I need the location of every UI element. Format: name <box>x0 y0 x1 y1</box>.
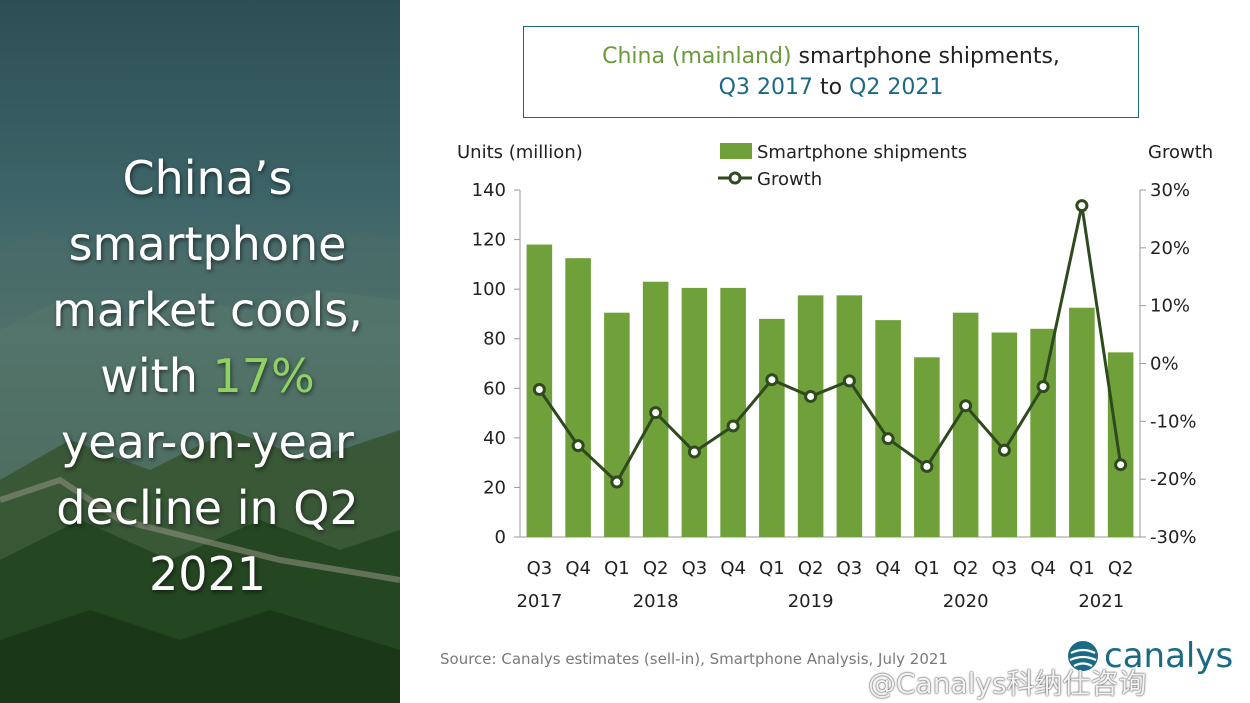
category-label: Q2 <box>953 558 979 579</box>
growth-point <box>804 389 818 403</box>
headline: China’s smartphone market cools, with 17… <box>20 145 395 607</box>
category-label: Q3 <box>837 558 863 579</box>
category-label: Q1 <box>604 558 630 579</box>
logo-text: canalys <box>1104 636 1234 676</box>
bar <box>797 295 824 537</box>
chart-title-end: Q2 2021 <box>849 75 944 100</box>
growth-point <box>959 399 973 413</box>
growth-point <box>997 443 1011 457</box>
headline-highlight: 17% <box>212 349 315 403</box>
headline-line: China’s <box>122 151 293 205</box>
left-axis-label: Units (million) <box>457 142 583 163</box>
headline-line: market cools, <box>52 283 363 337</box>
category-label: Q4 <box>875 558 901 579</box>
left-tick-label: 0 <box>495 527 506 548</box>
growth-point <box>881 432 895 446</box>
right-tick-label: 0% <box>1150 354 1179 375</box>
growth-point <box>1036 380 1050 394</box>
right-tick-label: -20% <box>1150 469 1197 490</box>
chart-title-line2: Q3 2017 to Q2 2021 <box>524 72 1138 103</box>
growth-point <box>610 475 624 489</box>
category-label: Q1 <box>1069 558 1095 579</box>
left-tick-label: 100 <box>472 279 506 300</box>
year-label: 2021 <box>1078 591 1124 612</box>
bar <box>914 357 940 537</box>
plot-area: 0 20 40 60 80 100 120 140 -30% -20% -10% 0% 10% 20% 30… <box>472 180 1197 612</box>
headline-line: 2021 <box>148 547 267 601</box>
chart-title-box: China (mainland) smartphone shipments, Q… <box>523 26 1139 118</box>
growth-point <box>571 439 585 453</box>
right-tick-label: 30% <box>1150 180 1190 201</box>
right-axis-label: Growth <box>1148 142 1213 163</box>
bar <box>1069 307 1095 537</box>
left-panel: China’s smartphone market cools, with 17… <box>0 0 400 703</box>
right-tick-label: -10% <box>1150 411 1197 432</box>
source-note: Source: Canalys estimates (sell-in), Sma… <box>440 650 948 668</box>
growth-point <box>726 419 740 433</box>
growth-line <box>538 205 1123 485</box>
growth-point <box>920 459 934 473</box>
growth-point <box>1114 458 1128 472</box>
growth-point <box>649 406 663 420</box>
bar <box>604 312 630 537</box>
category-label: Q2 <box>1108 558 1134 579</box>
year-label: 2017 <box>516 591 562 612</box>
globe-icon <box>1068 641 1098 671</box>
growth-point <box>842 374 856 388</box>
category-label: Q3 <box>682 558 708 579</box>
left-tick-label: 80 <box>483 329 506 350</box>
chart-title-start: Q3 2017 <box>718 75 813 100</box>
category-label: Q2 <box>643 558 669 579</box>
category-label: Q3 <box>527 558 553 579</box>
left-tick-label: 40 <box>483 428 506 449</box>
left-tick-label: 140 <box>472 180 506 201</box>
growth-point <box>1075 199 1089 213</box>
year-label: 2020 <box>943 591 989 612</box>
bar <box>875 320 901 537</box>
chart-title-line1: China (mainland) smartphone shipments, <box>524 41 1138 72</box>
right-tick-label: 20% <box>1150 238 1190 259</box>
combo-chart: Units (million) Growth Smartphone shipme… <box>457 142 1213 612</box>
legend-line-label: Growth <box>757 169 822 190</box>
year-label: 2018 <box>633 591 679 612</box>
headline-line: year-on-year <box>61 415 354 469</box>
headline-line: with 17% <box>20 343 395 409</box>
category-label: Q1 <box>914 558 940 579</box>
chart-title-region: China (mainland) <box>602 44 792 69</box>
growth-point <box>687 445 701 459</box>
watermark: @Canalys科纳仕咨询 <box>868 667 1147 700</box>
bar <box>681 287 708 537</box>
category-label: Q4 <box>565 558 591 579</box>
headline-line: decline in Q2 <box>56 481 359 535</box>
bar <box>759 318 785 537</box>
great-wall-background <box>0 228 400 703</box>
bar <box>952 312 979 537</box>
category-label: Q1 <box>759 558 785 579</box>
left-tick-label: 20 <box>483 477 506 498</box>
bar <box>836 295 863 537</box>
year-label: 2019 <box>788 591 834 612</box>
bar <box>565 258 591 537</box>
category-label: Q2 <box>798 558 824 579</box>
chart-title-text: smartphone shipments, <box>791 44 1060 69</box>
right-tick-label: 10% <box>1150 296 1190 317</box>
category-label: Q4 <box>720 558 746 579</box>
headline-line: smartphone <box>68 217 347 271</box>
legend-bar-swatch <box>720 143 752 159</box>
legend-line-marker <box>728 171 742 185</box>
bar <box>1030 328 1056 537</box>
headline-text: with <box>100 349 213 403</box>
category-label: Q4 <box>1030 558 1056 579</box>
bar <box>1107 352 1134 537</box>
chart-title-to: to <box>812 75 850 100</box>
canalys-logo: canalys <box>1066 634 1233 678</box>
bar <box>720 287 746 537</box>
right-tick-label: -30% <box>1150 527 1197 548</box>
left-tick-label: 120 <box>472 230 506 251</box>
category-label: Q3 <box>992 558 1018 579</box>
growth-point <box>532 383 546 397</box>
legend-bar-label: Smartphone shipments <box>757 142 967 163</box>
left-tick-label: 60 <box>483 378 506 399</box>
growth-point <box>765 373 779 387</box>
